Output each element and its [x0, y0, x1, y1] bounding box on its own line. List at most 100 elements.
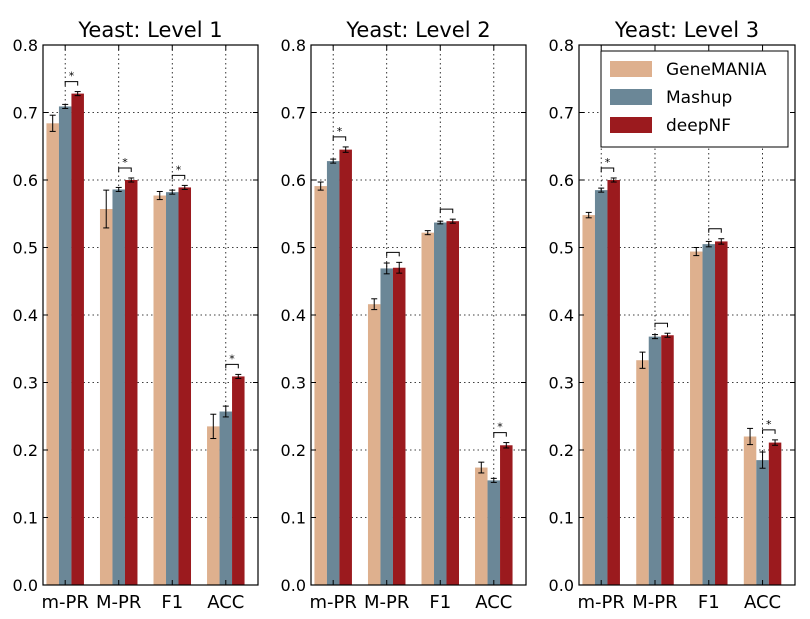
- y-tick-label: 0.4: [281, 306, 306, 325]
- chart-panel-2: * * 0.0 0.1 0.2 0.3 0.4 0.5 0.6 0.7 0.8 m-PR M-PR F1 A…: [281, 18, 527, 613]
- significance-label: *: [766, 418, 772, 431]
- x-category-label: m-PR: [41, 592, 88, 613]
- significance-label: *: [122, 156, 128, 169]
- bar-deepnf-0: [339, 149, 352, 585]
- significance-label: *: [229, 352, 235, 365]
- bar-genemania-3: [475, 467, 488, 585]
- chart-title: Yeast: Level 2: [345, 18, 490, 42]
- x-category-label: F1: [429, 592, 451, 613]
- bar-mashup-2: [702, 244, 716, 585]
- bar-deepnf-0: [607, 180, 620, 585]
- significance-bracket: [439, 208, 454, 214]
- bar-mashup-3: [219, 411, 233, 585]
- bar-genemania-0: [314, 186, 327, 585]
- x-category-label: m-PR: [578, 592, 625, 613]
- bar-deepnf-2: [446, 221, 460, 586]
- legend-label-genemania: GeneMANIA: [666, 60, 767, 80]
- bar-genemania-2: [690, 251, 703, 586]
- significance-label: *: [176, 163, 182, 176]
- y-tick-label: 0.4: [549, 306, 574, 325]
- significance-bracket: [171, 174, 186, 180]
- bar-mashup-1: [648, 336, 662, 585]
- bar-genemania-0: [46, 123, 59, 586]
- significance-label: *: [69, 70, 75, 83]
- y-tick-label: 0.3: [549, 374, 574, 393]
- bar-genemania-3: [207, 426, 220, 585]
- y-tick-label: 0.7: [549, 104, 574, 123]
- bar-mashup-3: [487, 480, 501, 585]
- bar-deepnf-1: [392, 267, 406, 585]
- x-category-label: ACC: [475, 592, 512, 613]
- chart-title: Yeast: Level 3: [614, 18, 759, 42]
- y-tick-label: 0.8: [13, 36, 38, 55]
- y-tick-label: 0.2: [281, 441, 306, 460]
- chart-panel-3: * * 0.0 0.1 0.2 0.3 0.4 0.5 0.6 0.7 0.8 m-PR M-PR F1 A…: [549, 18, 796, 613]
- y-tick-label: 0.6: [281, 171, 306, 190]
- bar-mashup-2: [166, 192, 179, 585]
- significance-label: *: [497, 421, 503, 434]
- significance-bracket: [654, 322, 668, 328]
- bar-mashup-1: [380, 268, 393, 585]
- bar-deepnf-1: [661, 335, 674, 585]
- legend-label-deepnf: deepNF: [666, 116, 731, 136]
- x-category-label: M-PR: [96, 592, 141, 613]
- y-tick-label: 0.6: [13, 171, 38, 190]
- legend-label-mashup: Mashup: [666, 88, 732, 108]
- bar-deepnf-3: [232, 376, 245, 585]
- y-tick-label: 0.2: [13, 441, 38, 460]
- x-category-label: m-PR: [309, 592, 356, 613]
- y-tick-label: 0.0: [549, 576, 574, 595]
- significance-label: *: [605, 156, 611, 169]
- bar-deepnf-2: [715, 241, 728, 586]
- bar-genemania-0: [582, 215, 595, 585]
- y-tick-label: 0.6: [549, 171, 574, 190]
- y-tick-label: 0.7: [13, 104, 38, 123]
- y-tick-label: 0.1: [549, 509, 574, 528]
- y-tick-label: 0.4: [13, 306, 38, 325]
- bar-genemania-2: [421, 232, 435, 585]
- significance-bracket: [386, 251, 400, 257]
- x-category-label: M-PR: [632, 592, 677, 613]
- significance-bracket: [332, 136, 347, 141]
- bar-genemania-1: [367, 304, 381, 585]
- y-tick-label: 0.1: [13, 509, 38, 528]
- significance-bracket: [600, 167, 615, 172]
- bar-deepnf-3: [768, 442, 782, 585]
- x-category-label: F1: [698, 592, 720, 613]
- bar-deepnf-0: [71, 93, 84, 585]
- y-tick-label: 0.3: [281, 374, 306, 393]
- y-tick-label: 0.5: [549, 239, 574, 258]
- significance-bracket: [762, 429, 776, 434]
- y-tick-label: 0.1: [281, 509, 306, 528]
- y-tick-label: 0.8: [281, 36, 306, 55]
- legend-swatch-mashup: [610, 89, 652, 105]
- significance-bracket: [493, 432, 507, 437]
- significance-bracket: [708, 228, 722, 233]
- x-category-label: F1: [161, 592, 183, 613]
- legend-swatch-genemania: [610, 61, 652, 77]
- significance-bracket: [225, 363, 239, 369]
- bar-mashup-0: [326, 161, 340, 585]
- bar-mashup-2: [434, 222, 447, 585]
- bar-genemania-1: [636, 360, 649, 585]
- bar-deepnf-3: [500, 445, 513, 585]
- chart-title: Yeast: Level 1: [77, 18, 222, 42]
- x-category-label: ACC: [744, 592, 781, 613]
- legend-swatch-deepnf: [610, 117, 652, 133]
- bar-genemania-2: [153, 195, 167, 585]
- significance-label: *: [337, 125, 343, 138]
- x-category-label: ACC: [207, 592, 244, 613]
- y-tick-label: 0.0: [281, 576, 306, 595]
- y-tick-label: 0.3: [13, 374, 38, 393]
- significance-bracket: [118, 167, 132, 172]
- bar-genemania-3: [743, 436, 757, 585]
- y-tick-label: 0.2: [549, 441, 574, 460]
- bar-mashup-1: [112, 189, 125, 585]
- bar-mashup-0: [594, 190, 608, 585]
- chart-panel-1: * * * * 0.0 0.1 0.2 0.3 0.4 0.5 0.6 0.7 0.8 m-PR M-PR F…: [13, 18, 259, 613]
- bar-mashup-3: [756, 460, 769, 585]
- legend: GeneMANIA Mashup deepNF: [600, 50, 789, 148]
- x-category-label: M-PR: [364, 592, 409, 613]
- y-tick-label: 0.7: [281, 104, 306, 123]
